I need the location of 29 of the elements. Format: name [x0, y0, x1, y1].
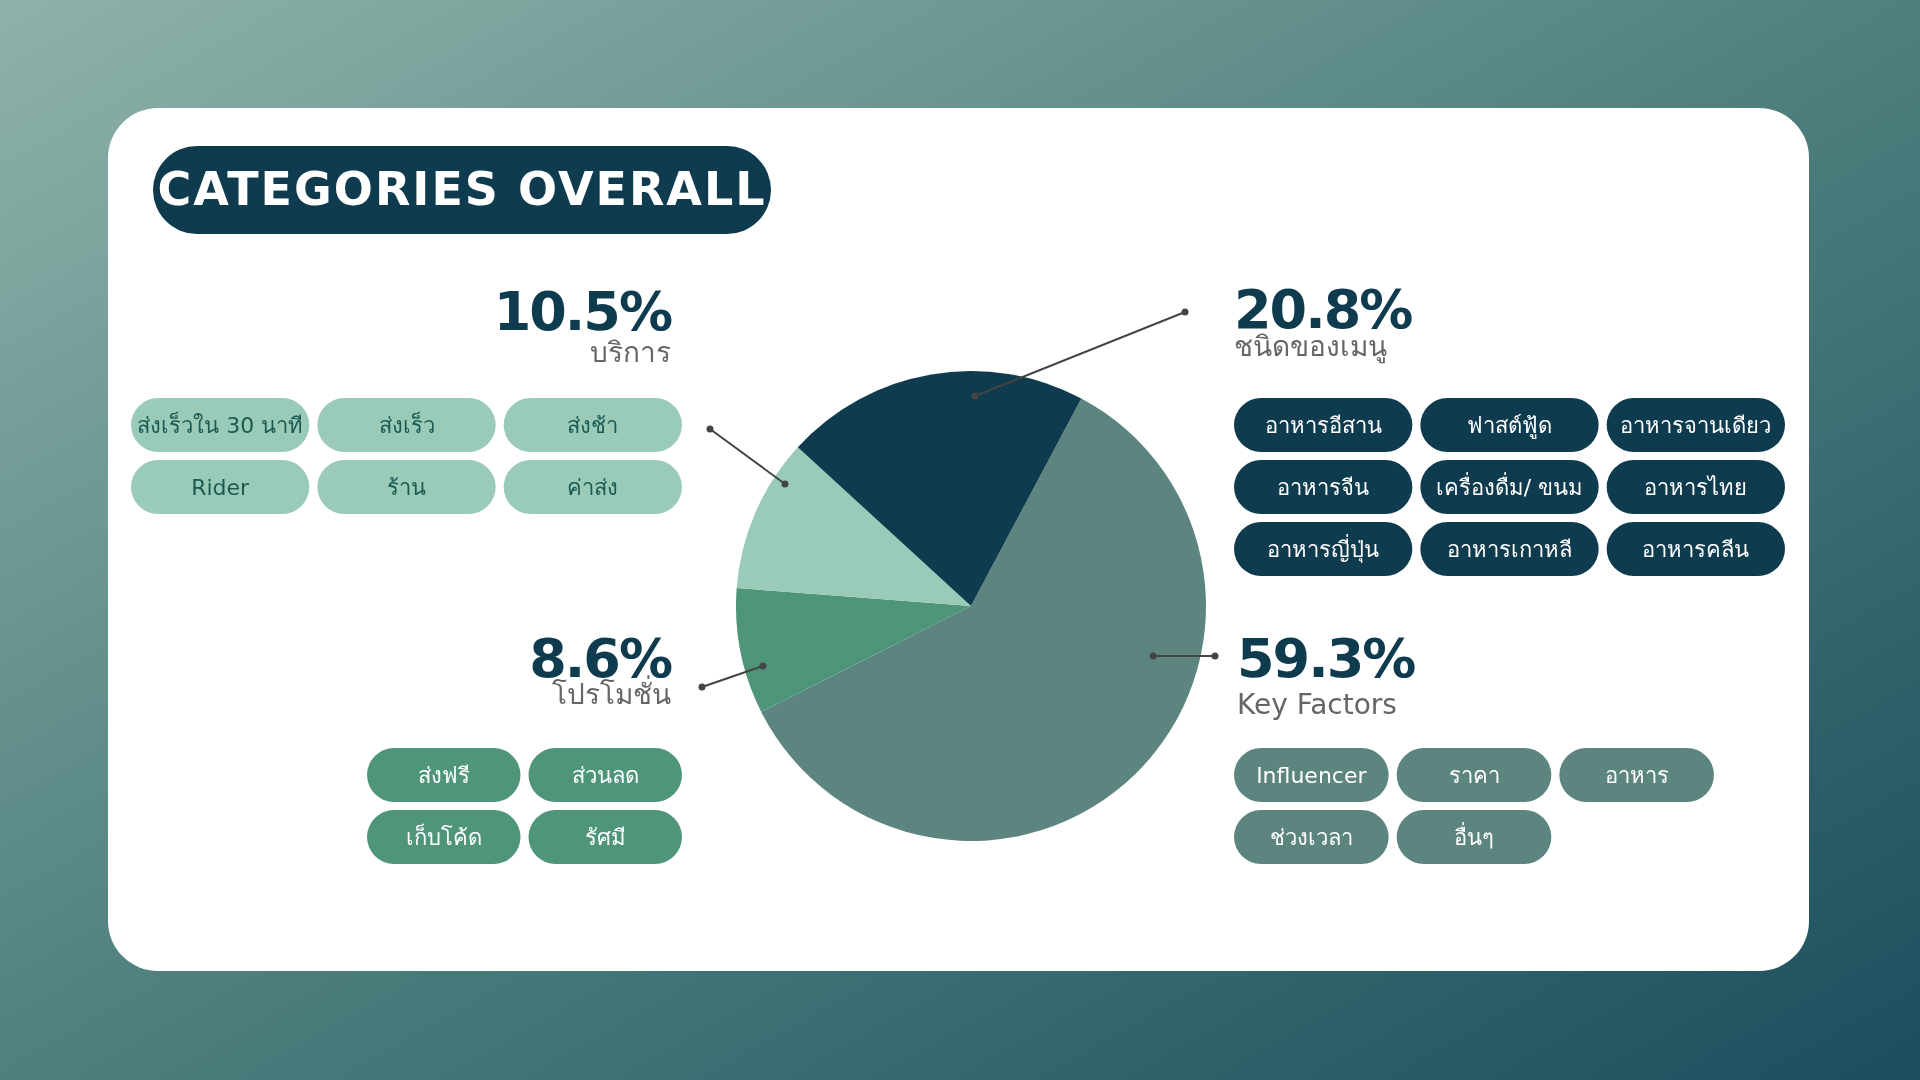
- text: รัศมี: [584, 825, 626, 850]
- text: ส่วนลด: [571, 763, 639, 788]
- text: ส่งช้า: [567, 413, 619, 438]
- text: อาหารไทย: [1644, 475, 1748, 500]
- text: อาหาร: [1604, 763, 1669, 788]
- pie-slice: [761, 398, 1206, 841]
- text: Influencer: [1256, 763, 1367, 788]
- slice-label: บริการ: [590, 336, 671, 369]
- text: ส่งฟรี: [417, 763, 470, 788]
- pie-slice: [797, 371, 1082, 606]
- text: อาหารจานเดียว: [1620, 413, 1772, 438]
- text: เก็บโค้ด: [405, 825, 482, 850]
- text: ส่งเร็วใน 30 นาที: [137, 413, 304, 438]
- text: ค่าส่ง: [567, 475, 619, 500]
- text: อาหารคลีน: [1642, 537, 1750, 562]
- chart-title: CATEGORIES OVERALL: [157, 162, 767, 216]
- text: ฟาสต์ฟู้ด: [1467, 413, 1552, 438]
- text: ส่งเร็ว: [378, 413, 435, 438]
- slice-label: Key Factors: [1237, 688, 1397, 721]
- text: ช่วงเวลา: [1269, 825, 1353, 850]
- text: อาหารอีสาน: [1264, 413, 1382, 438]
- text: ร้าน: [387, 475, 426, 500]
- pie-slice: [736, 447, 971, 606]
- data-label: 59.3%: [1237, 627, 1416, 690]
- text: อาหารจีน: [1277, 475, 1370, 500]
- pie-slice: [736, 587, 971, 712]
- text: ราคา: [1448, 763, 1500, 788]
- text: อาหารเกาหลี: [1447, 537, 1572, 562]
- text: Rider: [191, 475, 250, 500]
